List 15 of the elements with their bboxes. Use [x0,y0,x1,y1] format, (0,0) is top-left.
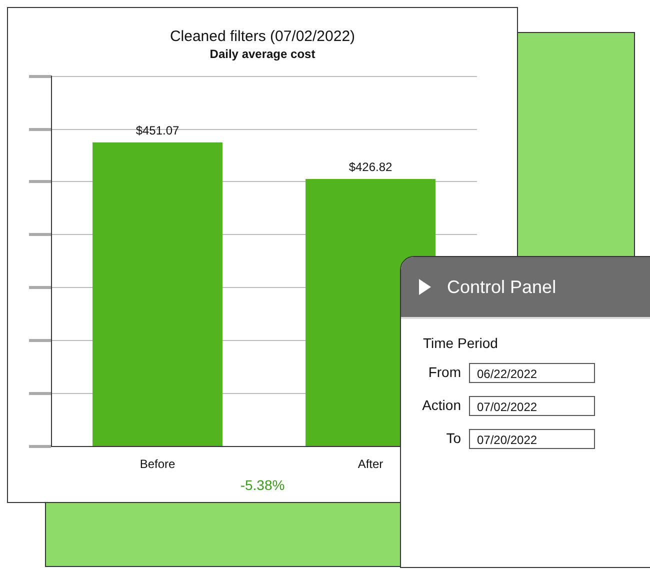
chart-title: Cleaned filters (07/02/2022) [170,28,356,45]
date-field: 07/02/2022 [469,396,595,416]
x-tick-label: Before [140,457,176,471]
annotation: Time Period [423,335,498,351]
x-tick-label: After [358,457,384,471]
text: Control Panel [447,276,556,298]
annotation: From [427,364,461,380]
data-label: $451.07 [136,123,180,138]
data-label: $426.82 [348,160,393,174]
date-field: 06/22/2022 [469,363,595,383]
annotation: To [445,430,461,446]
annotation: Action [421,397,461,413]
text: -5.38% [240,477,285,493]
chart-subtitle: Daily average cost [210,47,316,61]
date-field: 07/20/2022 [469,429,595,449]
